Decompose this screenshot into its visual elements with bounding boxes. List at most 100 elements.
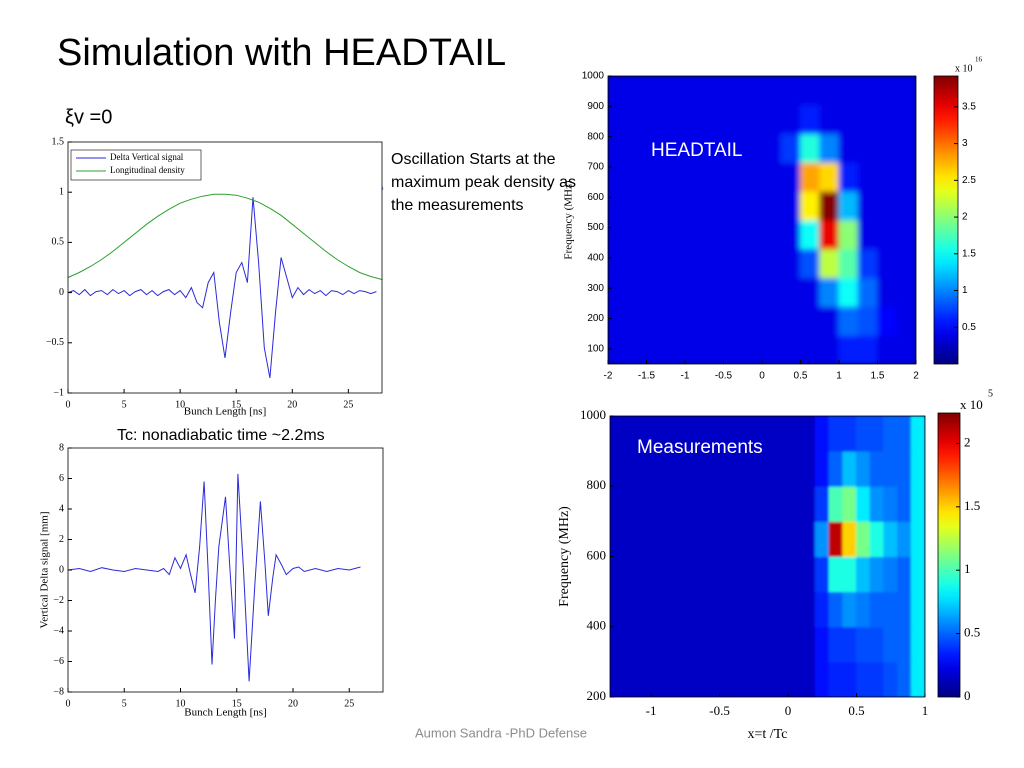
heatmap-cell bbox=[869, 661, 885, 697]
heatmap-cell bbox=[877, 76, 898, 106]
heatmap-cell bbox=[877, 133, 898, 163]
heatmap-cell bbox=[842, 591, 858, 628]
heatmap-cell bbox=[856, 450, 871, 487]
heatmap-cell bbox=[760, 626, 775, 663]
heatmap-cell bbox=[819, 305, 840, 336]
heatmap-cell bbox=[842, 450, 858, 487]
heatmap-cell bbox=[877, 161, 898, 192]
heatmap-cell bbox=[814, 556, 830, 593]
heatmap-cell bbox=[703, 248, 724, 279]
heatmap-cell bbox=[608, 334, 628, 364]
heatmap-cell bbox=[761, 133, 782, 163]
x-tick-label: 1 bbox=[922, 703, 929, 718]
colorbar-tick-label: 1 bbox=[962, 285, 968, 296]
x-tick-label: 0 bbox=[66, 698, 71, 709]
heatmap-cell bbox=[869, 520, 885, 557]
colorbar-tick-label: 1.5 bbox=[964, 498, 980, 513]
heatmap-cell bbox=[780, 133, 801, 163]
heatmap-cell bbox=[787, 520, 803, 557]
heatmap-cell bbox=[703, 334, 724, 364]
y-tick-label: 8 bbox=[59, 442, 64, 453]
heatmap-cell bbox=[896, 76, 916, 106]
heatmap-cell bbox=[838, 104, 859, 135]
x-tick-label: -1 bbox=[646, 703, 657, 718]
heatmap-cell bbox=[857, 104, 878, 135]
heatmap-cell bbox=[608, 133, 628, 163]
heatmap-cell bbox=[896, 161, 916, 192]
heatmap-cell bbox=[838, 161, 859, 192]
annotation-line: the measurements bbox=[391, 197, 524, 214]
heatmap-cell bbox=[626, 76, 647, 106]
heatmap-cell bbox=[636, 416, 652, 452]
heatmap-cells bbox=[610, 416, 925, 697]
heatmap-cell bbox=[650, 520, 666, 557]
heatmap-cell bbox=[723, 277, 744, 307]
heatmap-cell bbox=[910, 485, 925, 522]
x-tick-label: 15 bbox=[232, 698, 242, 709]
heatmap-cell bbox=[857, 76, 878, 106]
heatmap-cell bbox=[732, 520, 748, 557]
heatmap-cell bbox=[800, 248, 821, 279]
heatmap-cell bbox=[742, 190, 763, 221]
heatmap-cell bbox=[838, 248, 859, 279]
heatmap-cell bbox=[703, 190, 724, 221]
heatmap-cell bbox=[623, 556, 638, 593]
heatmap-cell bbox=[828, 485, 844, 522]
x-tick-label: -1.5 bbox=[638, 371, 656, 382]
heatmap-cell bbox=[636, 626, 652, 663]
annotation: maximum peak density as bbox=[391, 174, 576, 191]
heatmap-cell bbox=[677, 626, 693, 663]
y-tick-label: 700 bbox=[587, 162, 604, 173]
heatmap-cell bbox=[646, 161, 667, 192]
heatmap-cell bbox=[857, 190, 878, 221]
heatmap-cell bbox=[610, 591, 625, 628]
heatmap-cell bbox=[636, 591, 652, 628]
heatmap-cell bbox=[742, 305, 763, 336]
heatmap-cell bbox=[801, 626, 816, 663]
heatmap-cell bbox=[877, 190, 898, 221]
heatmap-cell bbox=[856, 591, 871, 628]
heatmap-cell bbox=[684, 277, 705, 307]
heatmap-cell bbox=[877, 248, 898, 279]
x-tick-label: -0.5 bbox=[715, 371, 733, 382]
heatmap-cell bbox=[636, 485, 652, 522]
heatmap-cell bbox=[897, 416, 912, 452]
heatmap-cell bbox=[842, 520, 858, 557]
heatmap-cell bbox=[773, 485, 789, 522]
heatmap-cell bbox=[761, 305, 782, 336]
heatmap-cell bbox=[787, 416, 803, 452]
heatmap-cell bbox=[746, 450, 762, 487]
colorbar-exponent: 16 bbox=[975, 56, 983, 64]
heatmap-cell bbox=[896, 190, 916, 221]
x-tick-label: 20 bbox=[288, 698, 298, 709]
heatmap-cell bbox=[626, 161, 647, 192]
heatmap-cell bbox=[800, 76, 821, 106]
heatmap-cell bbox=[883, 485, 899, 522]
legend-label: Delta Vertical signal bbox=[110, 152, 184, 162]
heatmap-cell bbox=[856, 485, 871, 522]
heatmap-cell bbox=[883, 591, 899, 628]
heatmap-cell bbox=[646, 190, 667, 221]
heatmap-cell bbox=[801, 485, 816, 522]
heatmap-cell bbox=[780, 76, 801, 106]
heatmap-cell bbox=[684, 190, 705, 221]
heatmap-cell bbox=[760, 485, 775, 522]
heatmap-cell bbox=[732, 661, 748, 697]
heatmap-cell bbox=[787, 661, 803, 697]
heatmap-cell bbox=[856, 626, 871, 663]
heatmap-cell bbox=[677, 591, 693, 628]
heatmap-cell bbox=[838, 76, 859, 106]
heatmap-cell bbox=[857, 334, 878, 364]
heatmap-cell bbox=[742, 248, 763, 279]
heatmap-cell bbox=[732, 626, 748, 663]
heatmap-cell bbox=[801, 556, 816, 593]
slide-title: Simulation with HEADTAIL bbox=[57, 32, 506, 74]
heatmap-cell bbox=[723, 248, 744, 279]
y-tick-label: −8 bbox=[53, 686, 64, 697]
heatmap-cell bbox=[896, 133, 916, 163]
heatmap-cell bbox=[732, 450, 748, 487]
colorbar-tick-label: 2 bbox=[964, 434, 971, 449]
heatmap-cell bbox=[665, 248, 686, 279]
heatmap-cell bbox=[910, 556, 925, 593]
y-tick-label: 200 bbox=[587, 313, 604, 324]
